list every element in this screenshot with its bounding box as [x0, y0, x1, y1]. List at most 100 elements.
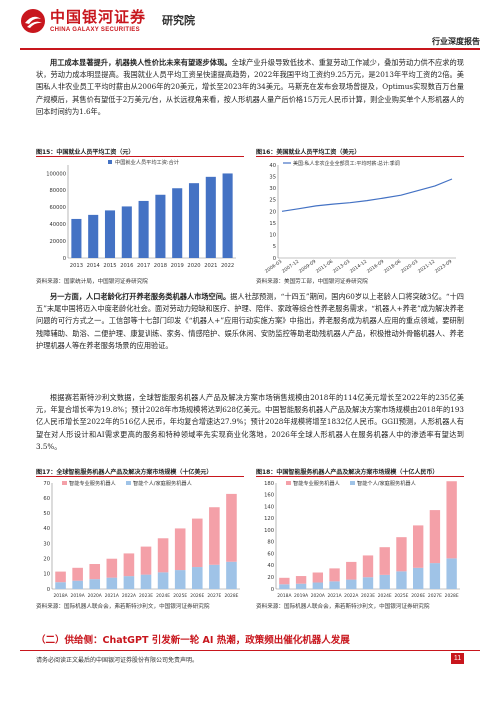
x-tick-label: 2011-06	[315, 259, 334, 275]
legend-label: 智能个人/家庭服务机器人	[133, 479, 192, 487]
x-tick-label: 2020A	[88, 593, 102, 599]
y-tick-label: 25	[269, 198, 276, 204]
legend-swatch	[108, 160, 112, 164]
bar-segment	[279, 584, 290, 589]
bar-segment	[72, 580, 83, 589]
x-tick-label: 2022	[221, 263, 234, 269]
figure-15-source: 资料来源：国家统计局，中国银河证券研究院	[36, 279, 148, 285]
y-tick-label: 0	[63, 256, 66, 262]
bar-segment	[89, 579, 101, 589]
x-tick-label: 2018-06	[383, 259, 402, 275]
y-tick-label: 20	[267, 575, 274, 581]
y-tick-label: 40	[43, 526, 50, 532]
bar-segment	[346, 561, 357, 580]
paragraph-aging: 另一方面，人口老龄化打开养老服务类机器人市场空间。据人社部预测，“十四五”期间，…	[36, 291, 464, 352]
figure-18-chart: 0 20 40 60 80 100 120 140 160 180 智能专业服务机器人 智能个人/家庭…	[264, 479, 460, 599]
legend-label: 美国:私人非农企业全部员工:平均时薪:总计:季调	[293, 160, 400, 167]
y-tick-label: 180	[264, 481, 274, 487]
bar-segment	[396, 571, 407, 589]
y-tick-label: 20000	[49, 239, 66, 245]
bar	[71, 218, 82, 258]
bar-segment	[279, 577, 290, 585]
bar-segment	[55, 582, 66, 589]
y-tick-label: 60000	[49, 205, 66, 211]
bar	[205, 176, 216, 258]
page-header: 中国银河证券 CHINA GALAXY SECURITIES 研究院 行业深度报…	[20, 8, 480, 46]
bar-segment	[123, 576, 135, 589]
legend-label: 智能专业服务机器人	[293, 479, 340, 487]
x-tick-label: 2009-09	[298, 259, 317, 275]
bar-segment	[123, 553, 135, 577]
x-tick-label: 2027E	[428, 593, 442, 599]
bar-segment	[72, 567, 83, 581]
bar-segment	[362, 555, 374, 578]
y-tick-label: 60	[43, 496, 50, 502]
bar	[121, 206, 132, 258]
y-tick-label: 40000	[49, 222, 66, 228]
figure-18-border	[256, 476, 464, 477]
y-tick-label: 160	[264, 493, 274, 499]
x-tick-label: 2025E	[173, 593, 187, 599]
bar-segment	[106, 577, 118, 589]
legend-swatch	[350, 481, 355, 485]
y-tick-label: 35	[269, 174, 276, 180]
y-tick-label: 15	[269, 221, 276, 227]
bar-segment	[140, 546, 152, 575]
company-logo: 中国银河证券 CHINA GALAXY SECURITIES	[20, 8, 146, 34]
y-tick-label: 70	[43, 481, 50, 487]
y-tick-label: 40	[269, 163, 276, 169]
paragraph-body: 据人社部预测，“十四五”期间，国内60岁以上老龄人口将突破3亿。“十四五”末尾中…	[36, 292, 464, 350]
bar	[104, 210, 116, 258]
x-tick-label: 2028E	[224, 593, 238, 599]
bar-segment	[429, 510, 441, 564]
footer-disclaimer: 请务必阅读正文最后的中国银河证券股份有限公司免责声明。	[36, 657, 199, 664]
x-tick-label: 2007-12	[281, 259, 300, 275]
bar-segment	[446, 558, 457, 589]
x-tick-label: 2016-09	[366, 259, 385, 275]
bar-segment	[209, 564, 220, 589]
x-tick-label: 2013	[70, 263, 83, 269]
bar-segment	[329, 568, 340, 582]
bar-segment	[191, 518, 203, 568]
bar-segment	[140, 574, 152, 589]
bar-segment	[412, 525, 424, 568]
x-tick-label: 2024E	[156, 593, 170, 599]
x-tick-label: 2018A	[277, 593, 291, 599]
bar	[155, 194, 166, 258]
x-tick-label: 2018	[154, 263, 167, 269]
figure-16-title: 图16：美国就业人员平均工资（美元）	[256, 149, 361, 156]
galaxy-emblem-icon	[21, 9, 45, 33]
legend-swatch	[286, 481, 291, 485]
y-tick-label: 120	[264, 516, 274, 522]
x-tick-label: 2021A	[327, 593, 341, 599]
bar-segment	[157, 538, 169, 573]
bar-segment	[396, 537, 407, 572]
bar-segment	[157, 572, 169, 589]
y-tick-label: 80	[267, 540, 274, 546]
y-tick-label: 30	[43, 541, 50, 547]
x-tick-label: 2024E	[378, 593, 392, 599]
report-type-label: 行业深度报告	[432, 37, 480, 46]
bar-segment	[379, 574, 390, 589]
y-tick-label: 0	[273, 256, 276, 262]
paragraph-lead: 另一方面，人口老龄化打开养老服务类机器人市场空间。	[50, 292, 231, 301]
x-tick-label: 2018A	[53, 593, 67, 599]
y-tick-label: 140	[264, 504, 274, 510]
bar-segment	[89, 564, 101, 580]
bar-segment	[174, 528, 186, 571]
bar-segment	[295, 576, 307, 584]
paragraph-labor-cost: 用工成本显著提升，机器换人性价比未来有望逐步体现。全球产业升级导致低技术、重复劳…	[36, 57, 464, 118]
y-tick-label: 100000	[46, 171, 66, 177]
paragraph-lead: 用工成本显著提升，机器换人性价比未来有望逐步体现。	[50, 58, 232, 67]
x-tick-label: 2028E	[445, 593, 459, 599]
x-tick-label: 2017	[137, 263, 150, 269]
x-tick-label: 2020-03	[400, 259, 419, 275]
paragraph-body: 全球产业升级导致低技术、重复劳动工作减少，叠加劳动力供不应求的现状，劳动力成本明…	[36, 58, 464, 116]
bar-segment	[55, 571, 66, 583]
y-tick-label: 50	[43, 511, 50, 517]
y-tick-label: 60	[267, 551, 274, 557]
bar-segment	[312, 572, 324, 583]
x-tick-label: 2025E	[394, 593, 408, 599]
figure-16-source: 资料来源：美国劳工部，中国银河证券研究院	[256, 279, 368, 285]
y-tick-label: 30	[269, 186, 276, 192]
